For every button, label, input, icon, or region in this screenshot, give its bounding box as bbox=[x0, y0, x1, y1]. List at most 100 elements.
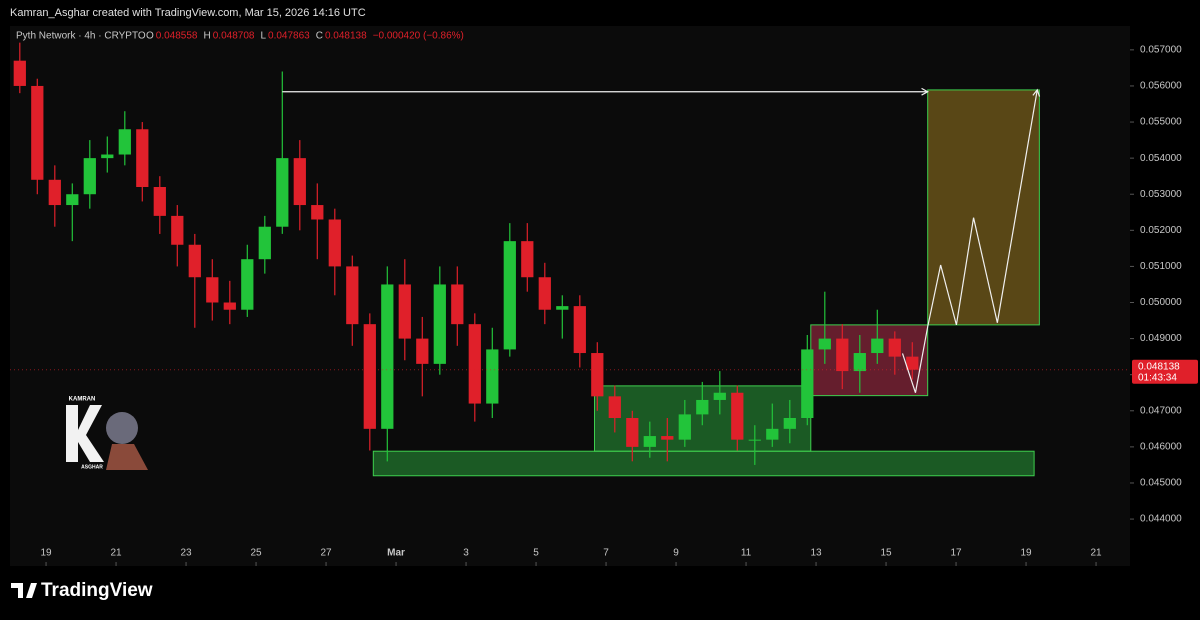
candle-body bbox=[678, 414, 691, 440]
candle-body bbox=[13, 60, 26, 86]
countdown: 01:43:34 bbox=[1138, 372, 1177, 383]
footer-logo: TradingView bbox=[11, 580, 153, 601]
last-price: 0.048138 bbox=[1138, 361, 1180, 372]
candle-body bbox=[258, 226, 271, 260]
x-tick-label: 21 bbox=[110, 548, 122, 559]
candle-body bbox=[608, 396, 621, 419]
candle-body bbox=[223, 302, 236, 310]
candle-body bbox=[206, 277, 219, 303]
y-tick-label: 0.049000 bbox=[1140, 333, 1182, 344]
legend-change: −0.000420 (−0.86%) bbox=[373, 31, 464, 42]
candle-body bbox=[871, 338, 884, 354]
footer-text: TradingView bbox=[41, 580, 153, 601]
candle-body bbox=[31, 85, 44, 180]
candle-body bbox=[818, 338, 831, 350]
legend-value: 0.048558 bbox=[156, 31, 198, 42]
y-tick-label: 0.046000 bbox=[1140, 442, 1182, 453]
legend-value: 0.048708 bbox=[213, 31, 255, 42]
candle-body bbox=[346, 266, 359, 325]
watermark-bottom: ASGHAR bbox=[81, 464, 103, 470]
y-tick-label: 0.055000 bbox=[1140, 117, 1182, 128]
candle-body bbox=[363, 324, 376, 429]
legend-key: L bbox=[260, 31, 266, 42]
candle-body bbox=[713, 392, 726, 400]
x-tick-label: 7 bbox=[603, 548, 609, 559]
candle-body bbox=[626, 418, 639, 447]
candle-body bbox=[521, 241, 534, 278]
x-tick-label: 21 bbox=[1090, 548, 1102, 559]
candle-body bbox=[328, 219, 341, 267]
chart-title: Pyth Network · 4h · CRYPTO bbox=[16, 31, 146, 42]
x-tick-label: 15 bbox=[880, 548, 892, 559]
y-tick-label: 0.053000 bbox=[1140, 189, 1182, 200]
candle-body bbox=[451, 284, 464, 325]
candle-body bbox=[433, 284, 446, 364]
candle-body bbox=[468, 324, 481, 404]
last-price-box bbox=[1132, 359, 1198, 384]
zone bbox=[927, 89, 1040, 326]
legend-key: O bbox=[146, 31, 154, 42]
logo-avatar-body bbox=[106, 444, 148, 470]
x-tick-label: 23 bbox=[180, 548, 192, 559]
candle-body bbox=[171, 215, 184, 245]
candle-body bbox=[293, 158, 306, 206]
candle-body bbox=[241, 259, 254, 310]
candle-body bbox=[696, 399, 709, 415]
header: Kamran_Asghar created with TradingView.c… bbox=[10, 7, 366, 19]
candle-body bbox=[766, 428, 779, 440]
candle-body bbox=[748, 439, 761, 441]
candle-body bbox=[188, 244, 201, 278]
x-tick-label: 9 bbox=[673, 548, 679, 559]
candle-body bbox=[783, 418, 796, 429]
logo-shape bbox=[66, 405, 104, 462]
candle-body bbox=[503, 241, 516, 350]
candle-body bbox=[83, 158, 96, 195]
candle-body bbox=[801, 349, 814, 419]
legend-value: 0.048138 bbox=[325, 31, 367, 42]
candle-body bbox=[888, 338, 901, 357]
candle-body bbox=[398, 284, 411, 339]
y-tick-label: 0.054000 bbox=[1140, 153, 1182, 164]
legend: Pyth Network · 4h · CRYPTO O 0.048558 H 0.0… bbox=[16, 31, 464, 42]
y-tick-label: 0.056000 bbox=[1140, 81, 1182, 92]
candle-body bbox=[836, 338, 849, 372]
candle-body bbox=[538, 277, 551, 310]
candle-body bbox=[591, 353, 604, 397]
projection-line bbox=[901, 89, 1038, 393]
candle-body bbox=[643, 436, 656, 447]
candle-body bbox=[486, 349, 499, 404]
logo-icon bbox=[11, 583, 37, 598]
y-tick-label: 0.045000 bbox=[1140, 478, 1182, 489]
x-tick-label: 13 bbox=[810, 548, 822, 559]
candle-body bbox=[276, 158, 289, 227]
candle-body bbox=[66, 194, 79, 206]
y-tick-label: 0.057000 bbox=[1140, 44, 1182, 55]
candle-body bbox=[153, 187, 166, 216]
x-tick-label: 25 bbox=[250, 548, 262, 559]
candle-body bbox=[556, 306, 569, 310]
x-tick-label: 17 bbox=[950, 548, 962, 559]
y-tick-label: 0.052000 bbox=[1140, 225, 1182, 236]
candle-body bbox=[731, 392, 744, 440]
candle-body bbox=[118, 129, 131, 155]
x-tick-label: 19 bbox=[1020, 548, 1032, 559]
watermark: KAMRAN ASGHAR bbox=[66, 397, 148, 470]
arrow-head bbox=[921, 87, 929, 96]
legend-value: 0.047863 bbox=[268, 31, 310, 42]
zone bbox=[372, 450, 1035, 477]
legend-key: C bbox=[316, 31, 323, 42]
candle-body bbox=[416, 338, 429, 364]
x-tick-label: 19 bbox=[40, 548, 52, 559]
legend-key: H bbox=[204, 31, 211, 42]
y-tick-label: 0.047000 bbox=[1140, 405, 1182, 416]
x-tick-label: 11 bbox=[741, 548, 752, 559]
arrow-head bbox=[1032, 88, 1041, 97]
logo-avatar bbox=[106, 412, 138, 444]
candle-body bbox=[661, 436, 674, 440]
y-tick-label: 0.051000 bbox=[1140, 261, 1182, 272]
candle-body bbox=[906, 356, 919, 370]
candle-body bbox=[136, 129, 149, 188]
candle-body bbox=[853, 353, 866, 372]
candle-body bbox=[101, 154, 114, 159]
x-tick-label: 3 bbox=[463, 548, 469, 559]
